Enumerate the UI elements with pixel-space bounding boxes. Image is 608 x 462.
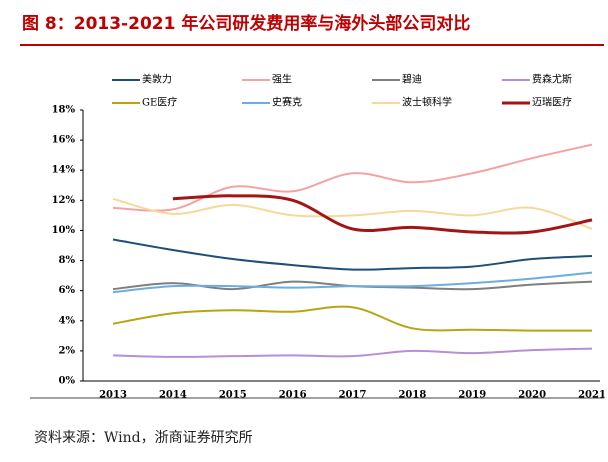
legend-label: 史赛克 bbox=[272, 96, 302, 109]
x-tick-label: 2019 bbox=[458, 390, 486, 401]
x-tick-label: 2014 bbox=[159, 390, 187, 401]
legend-label: 波士顿科学 bbox=[402, 96, 452, 109]
legend-label: 碧迪 bbox=[402, 74, 422, 86]
y-tick-label: 0% bbox=[59, 376, 76, 387]
legend-label: 强生 bbox=[272, 73, 292, 86]
x-tick-label: 2020 bbox=[518, 390, 546, 401]
x-tick-label: 2017 bbox=[339, 390, 367, 401]
legend-label: 美敦力 bbox=[142, 73, 172, 86]
x-tick-label: 2015 bbox=[219, 390, 247, 401]
legend-label: GE医疗 bbox=[142, 96, 177, 109]
y-tick-label: 12% bbox=[52, 195, 76, 206]
y-tick-label: 8% bbox=[59, 255, 76, 266]
legend-label: 迈瑞医疗 bbox=[532, 96, 572, 109]
y-tick-label: 2% bbox=[59, 345, 76, 356]
x-tick-label: 2016 bbox=[279, 390, 307, 401]
source: 资料来源：Wind，浙商证券研究所 bbox=[34, 430, 253, 446]
series-line bbox=[112, 271, 593, 294]
y-tick-label: 16% bbox=[52, 135, 76, 146]
y-tick-label: 4% bbox=[59, 315, 76, 326]
series-line bbox=[112, 238, 593, 271]
y-tick-label: 18% bbox=[52, 105, 76, 116]
series-line bbox=[172, 194, 593, 235]
series-line bbox=[112, 197, 593, 230]
series-line bbox=[112, 347, 593, 358]
x-tick-label: 2018 bbox=[398, 390, 426, 401]
y-tick-label: 14% bbox=[52, 165, 76, 176]
x-tick-label: 2021 bbox=[578, 390, 606, 401]
series-line bbox=[112, 305, 593, 332]
legend-label: 费森尤斯 bbox=[532, 73, 572, 86]
chart-title: 图 8：2013-2021 年公司研发费用率与海外头部公司对比 bbox=[22, 13, 470, 34]
y-tick-label: 6% bbox=[59, 285, 76, 296]
x-tick-label: 2013 bbox=[99, 390, 127, 401]
y-tick-label: 10% bbox=[52, 225, 76, 236]
series-line bbox=[112, 143, 593, 212]
